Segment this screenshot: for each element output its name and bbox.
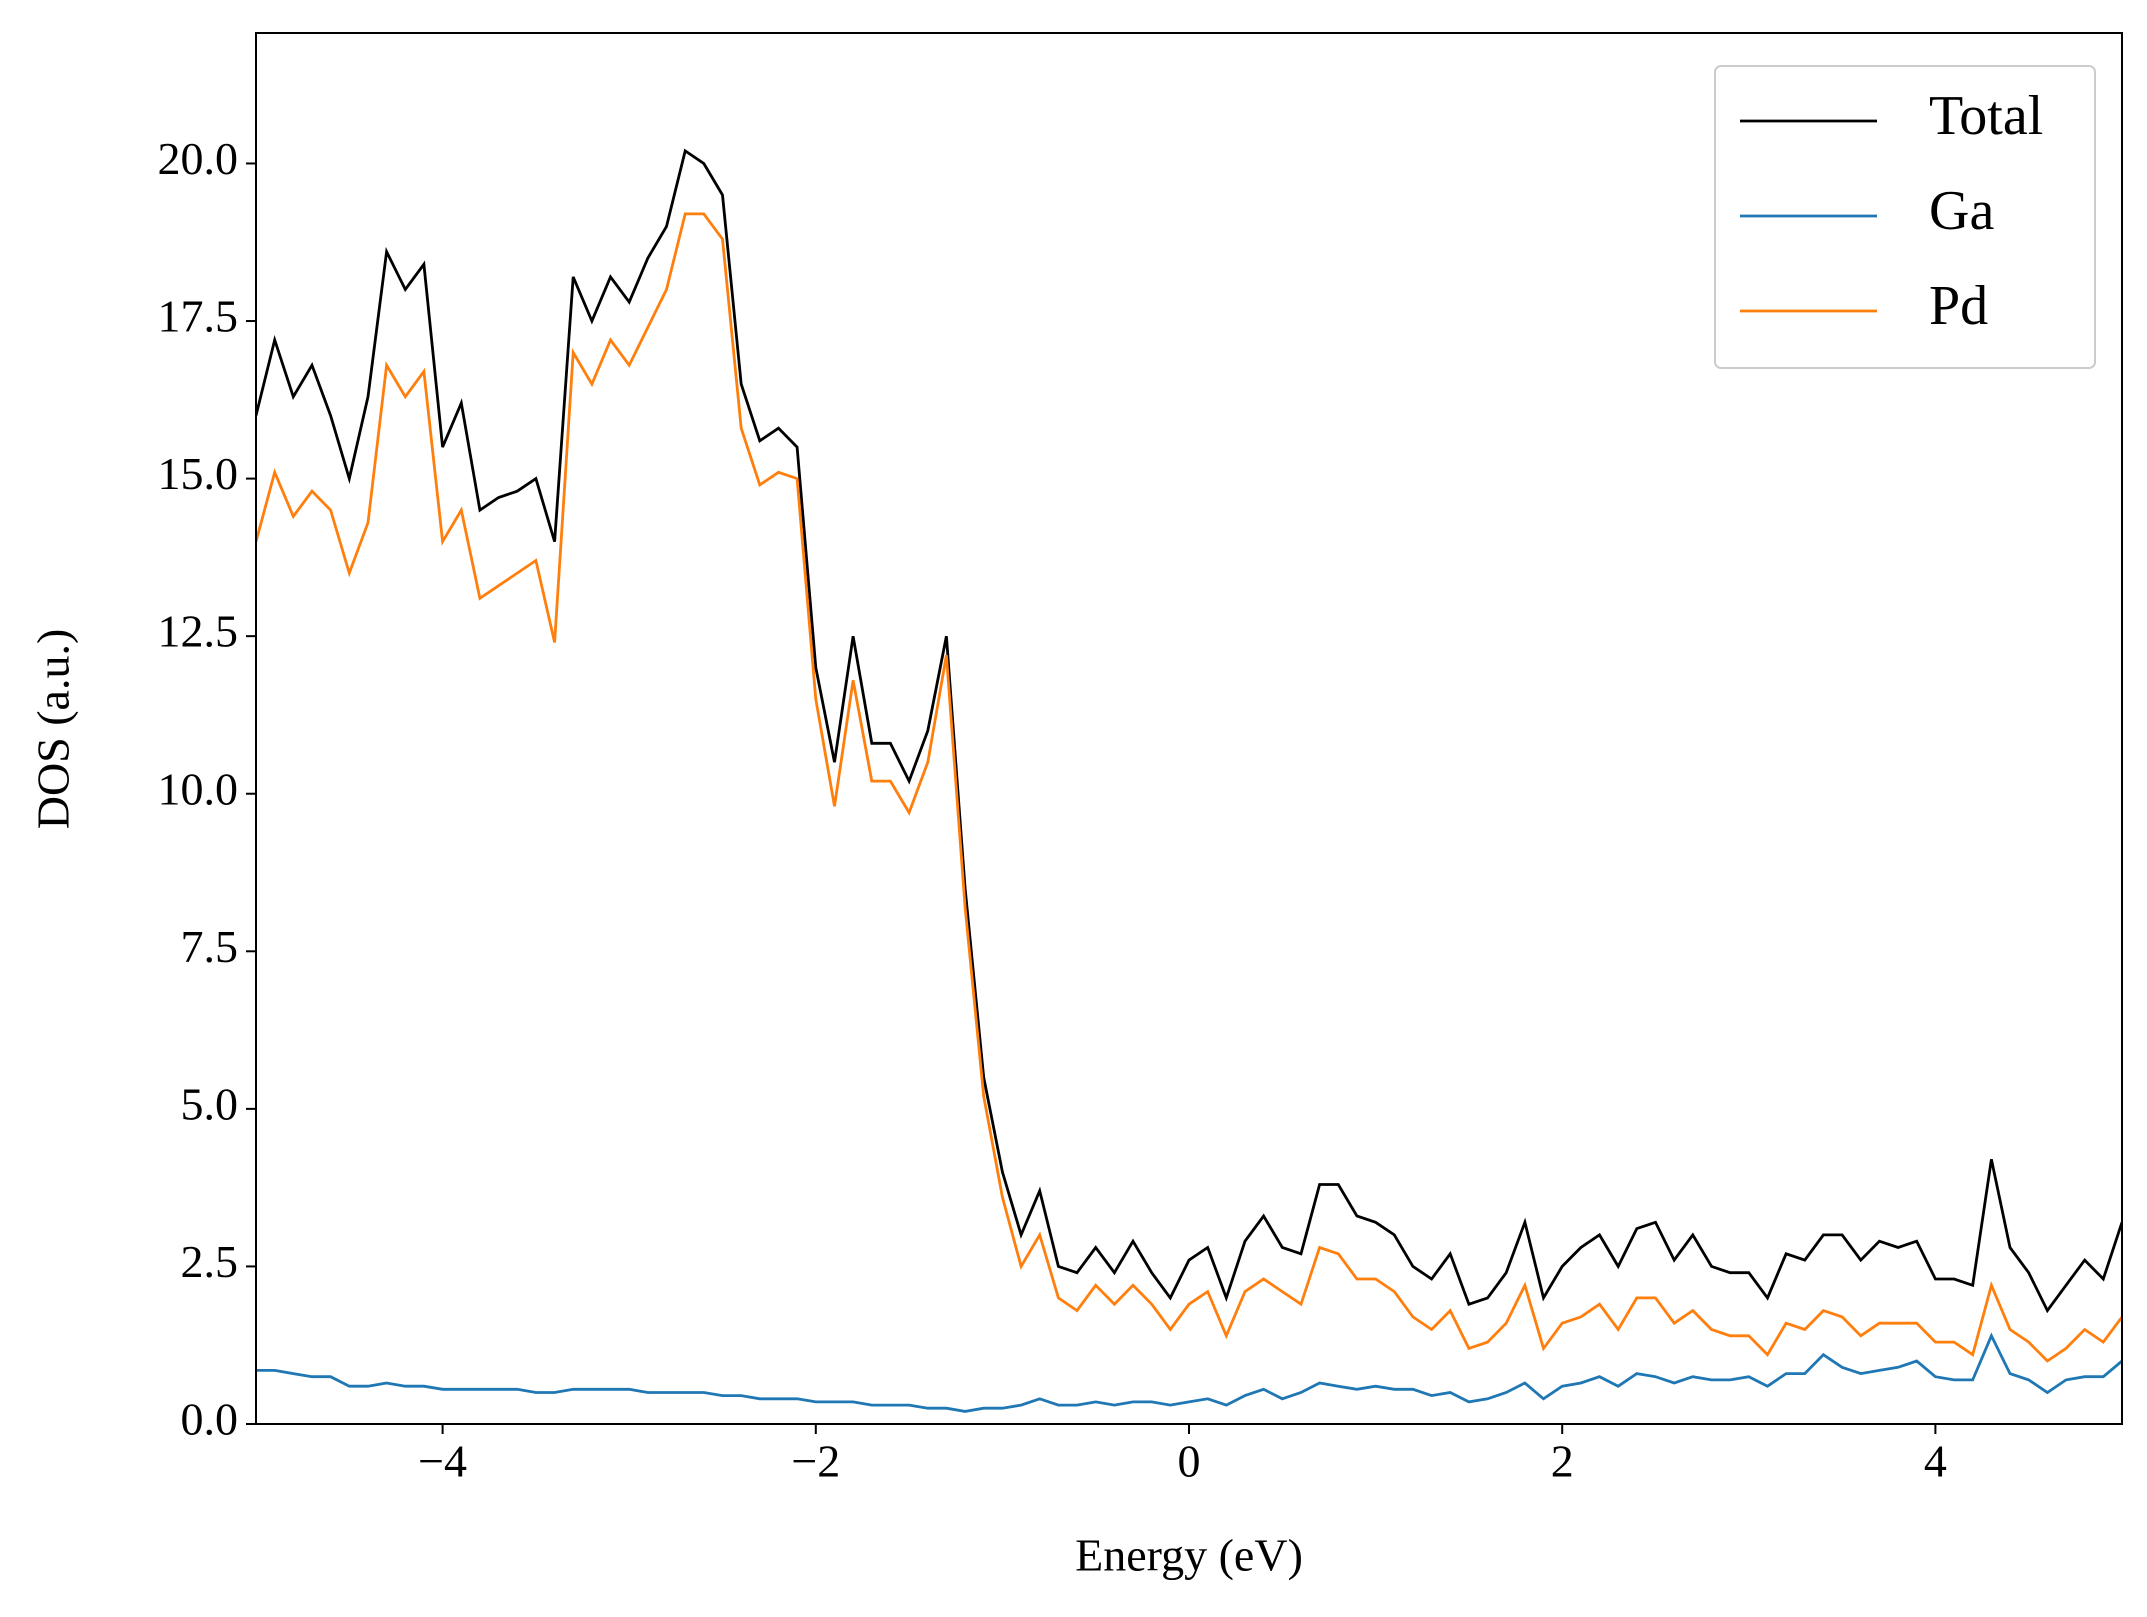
x-tick-label: −2	[791, 1436, 840, 1487]
y-tick-label: 7.5	[181, 921, 239, 972]
y-tick-label: 20.0	[158, 133, 239, 184]
x-tick-label: −4	[418, 1436, 467, 1487]
y-tick-label: 5.0	[181, 1078, 239, 1129]
y-tick-label: 15.0	[158, 448, 239, 499]
legend-box	[1714, 65, 2096, 369]
y-tick-label: 10.0	[158, 763, 239, 814]
series-line	[256, 148, 2122, 1314]
x-tick-label: 4	[1924, 1436, 1947, 1487]
y-tick-label: 17.5	[158, 291, 239, 342]
y-tick-label: 0.0	[181, 1394, 239, 1445]
legend-label: Total	[1929, 85, 2043, 147]
series-line	[256, 212, 2122, 1363]
legend-label: Ga	[1929, 180, 1994, 242]
x-tick-label: 2	[1551, 1436, 1574, 1487]
x-tick-label: 0	[1178, 1436, 1201, 1487]
y-tick-label: 2.5	[181, 1236, 239, 1287]
y-tick-label: 12.5	[158, 606, 239, 657]
plot-frame	[255, 32, 2123, 1425]
legend-label: Pd	[1929, 275, 1988, 337]
series-line	[256, 1332, 2122, 1413]
y-axis-label: DOS (a.u.)	[28, 629, 79, 830]
x-axis-label: Energy (eV)	[1075, 1530, 1303, 1581]
